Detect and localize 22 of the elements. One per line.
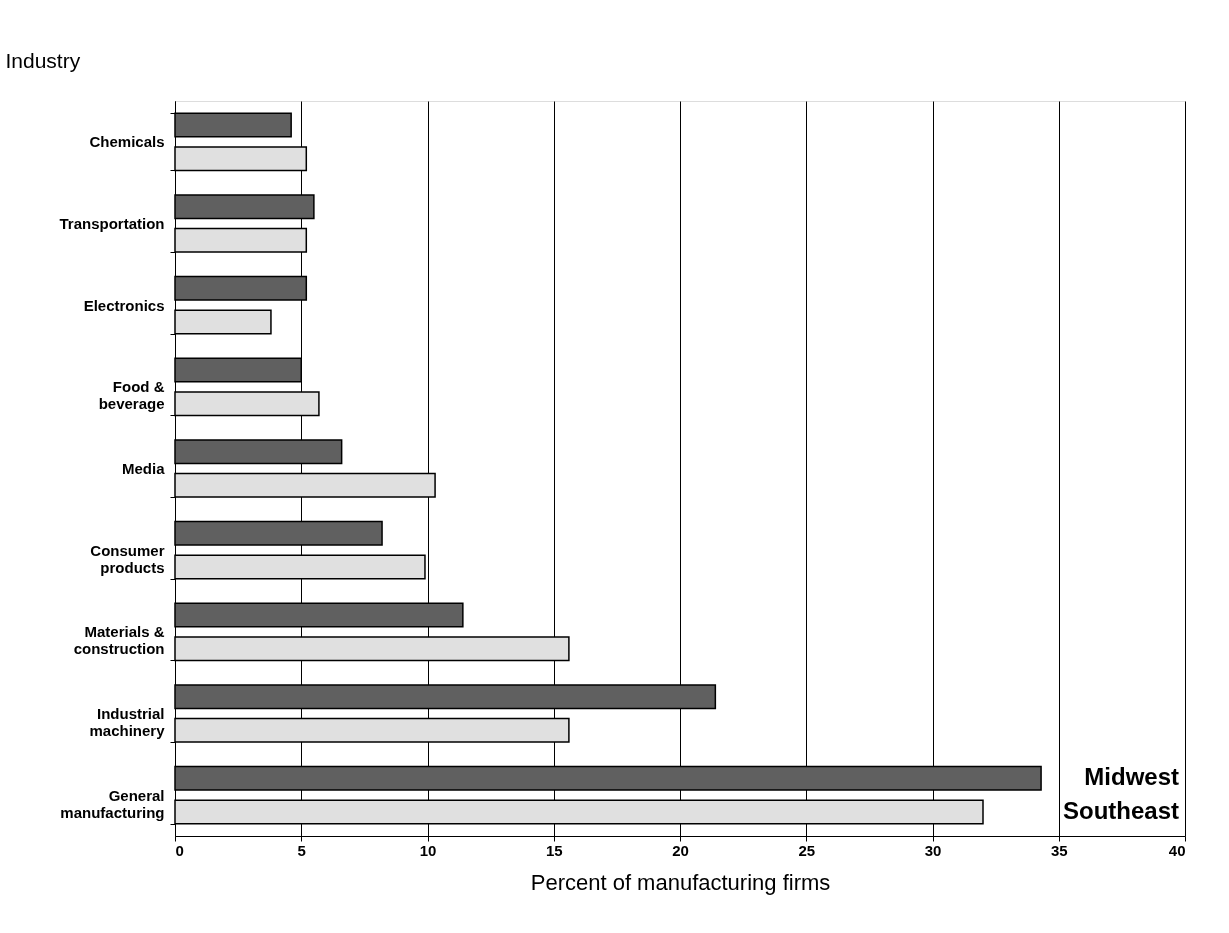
series-label: Midwest (1084, 763, 1179, 791)
x-tick-label: 0 (175, 841, 184, 859)
y-tick-label: Industrial machinery (89, 705, 166, 739)
x-tick-label: 35 (1050, 841, 1068, 859)
x-tick-label: 15 (545, 841, 563, 859)
y-tick-label: Materials & construction (73, 623, 165, 658)
x-tick-label: 10 (419, 841, 437, 859)
y-tick-label: Consumer products (90, 541, 165, 576)
x-tick-label: 30 (924, 841, 942, 859)
y-tick-label: Chemicals (89, 133, 165, 151)
y-axis-title: Industry (5, 48, 81, 72)
y-tick-label: General manufacturing (60, 786, 165, 821)
x-tick-label: 5 (297, 841, 306, 859)
y-tick-label: Electronics (83, 296, 165, 314)
y-tick-label: Food & beverage (98, 378, 165, 413)
y-tick-label: Transportation (59, 215, 165, 232)
y-tick-label: Media (121, 460, 166, 477)
x-tick-label: 25 (798, 841, 816, 859)
x-tick-label: 20 (672, 841, 689, 859)
text: Southeast (1062, 796, 1180, 824)
x-axis-title: Percent of manufacturing firms (530, 869, 831, 895)
x-tick-label: 40 (1168, 841, 1186, 859)
